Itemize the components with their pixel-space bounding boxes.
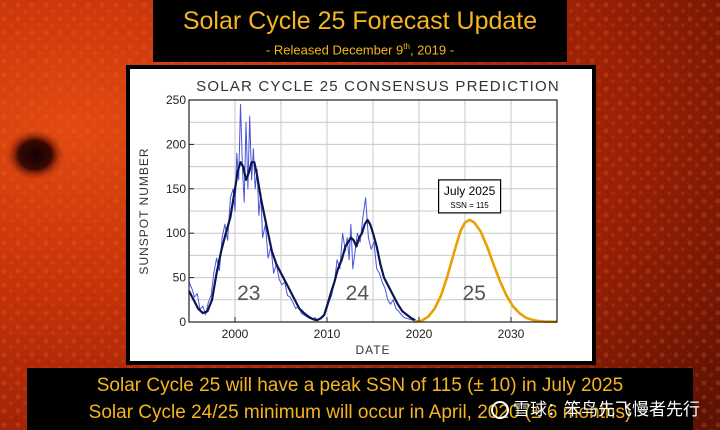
y-tick-label: 250 [166, 93, 186, 107]
x-tick-label: 2020 [406, 327, 433, 341]
page-title: Solar Cycle 25 Forecast Update [182, 7, 538, 35]
release-date-subtitle: - Released December 9th, 2019 - [153, 39, 567, 58]
peak-annotation-value: SSN = 115 [450, 201, 489, 210]
y-tick-label: 100 [166, 226, 186, 240]
cycle-label: 25 [463, 282, 486, 305]
y-tick-label: 200 [166, 137, 186, 151]
solar-cycle-chart: 0 50 100 150 200 250 2000 2010 2020 2030 SOLAR CYC… [130, 69, 592, 361]
peak-summary-text: Solar Cycle 25 will have a peak SSN of 1… [96, 375, 624, 396]
subtitle-suffix: , 2019 - [409, 42, 455, 58]
y-axis-label: SUNSPOT NUMBER [137, 147, 151, 274]
peak-annotation-title: July 2025 [444, 184, 496, 198]
series-smoothed-observed [188, 161, 416, 322]
summary-box: Solar Cycle 25 will have a peak SSN of 1… [27, 368, 693, 430]
peak-annotation-box [438, 179, 502, 214]
y-tick-label: 50 [173, 271, 187, 285]
y-tick-label: 0 [179, 315, 186, 329]
series-cycle25-prediction [414, 218, 558, 324]
series-monthly-observed [188, 103, 416, 322]
x-axis-label: DATE [355, 343, 390, 357]
plot-frame [188, 99, 558, 323]
y-tick-label: 150 [166, 182, 186, 196]
cycle-label: 23 [237, 282, 260, 305]
sunspot-dark [5, 129, 65, 181]
chart-title: SOLAR CYCLE 25 CONSENSUS PREDICTION [196, 78, 560, 95]
cycle-label: 24 [346, 282, 370, 305]
subtitle-prefix: - Released December 9 [265, 42, 404, 58]
x-tick-label: 2010 [314, 327, 341, 341]
chart-frame: 0 50 100 150 200 250 2000 2010 2020 2030 SOLAR CYC… [126, 65, 596, 365]
x-tick-label: 2000 [222, 327, 249, 341]
watermark: 雪球：笨鸟先飞慢者先行 [491, 395, 700, 420]
title-box: Solar Cycle 25 Forecast Update - Release… [153, 0, 567, 62]
snowball-logo-icon [491, 401, 509, 419]
x-tick-label: 2030 [498, 327, 525, 341]
watermark-text: 雪球：笨鸟先飞慢者先行 [513, 400, 700, 420]
subtitle-ordinal: th [403, 42, 410, 51]
